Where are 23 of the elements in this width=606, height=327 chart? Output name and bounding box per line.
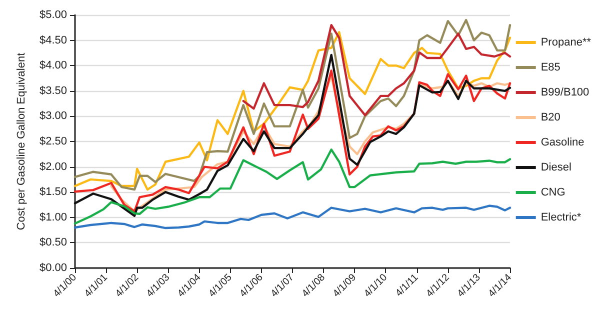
y-tick-label: $2.00 [39,160,67,173]
line-series [74,204,512,230]
y-tick-label: $2.50 [39,136,67,148]
y-tick-label: $4.00 [39,60,67,72]
legend-label: Gasoline [540,136,584,148]
y-tick-label: $0.50 [39,236,67,249]
y-tick-label: $1.50 [39,186,67,198]
y-axis-title: Cost per Gasoline Gallon Equivalent [16,52,28,230]
line-series [242,24,512,116]
y-tick-label: $5.00 [39,9,67,21]
legend-label: Electric* [540,212,582,224]
legend-label: B20 [540,112,560,124]
y-tick-label: $0.00 [39,262,67,274]
legend-label: B99/B100 [540,86,590,98]
y-tick-label: $3.50 [39,84,67,97]
legend-label: CNG [540,186,566,198]
legend-label: E85 [540,62,560,74]
legend-label: Propane** [540,36,592,48]
legend-label: Diesel [540,162,572,174]
y-tick-label: $4.50 [39,34,67,46]
line-series [74,148,512,225]
y-tick-label: $1.00 [39,211,67,224]
y-tick-label: $3.00 [39,110,67,122]
